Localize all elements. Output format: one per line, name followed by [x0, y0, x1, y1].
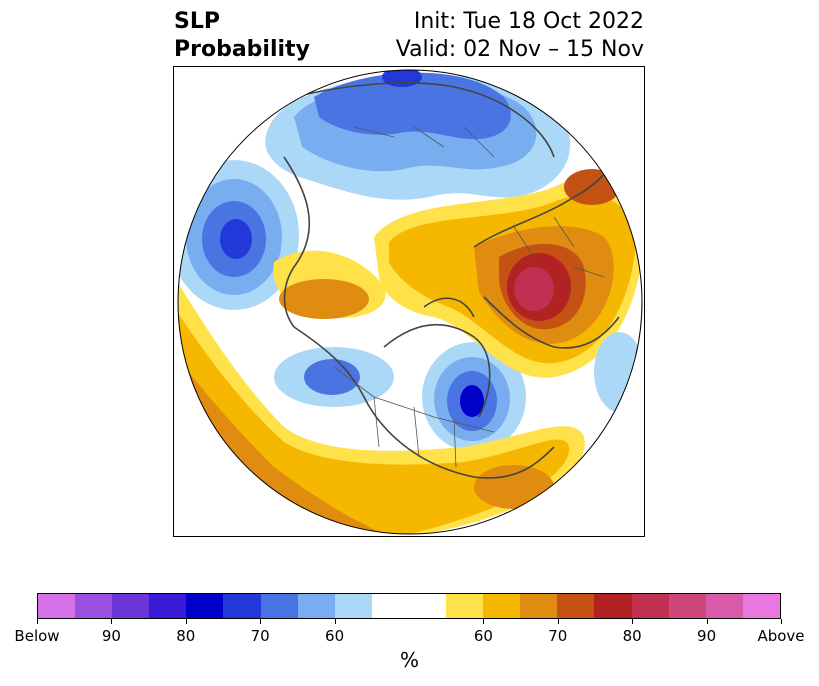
colorbar-segment: [297, 594, 335, 618]
below-region-hudson-core: [460, 385, 484, 417]
map-dates: Init: Tue 18 Oct 2022 Valid: 02 Nov – 15…: [396, 8, 644, 64]
colorbar-segment: [705, 594, 743, 618]
coast-alaska: [283, 156, 310, 328]
above-region-atlantic-south: [474, 465, 554, 509]
valid-range: Valid: 02 Nov – 15 Nov: [395, 37, 644, 62]
below-region-pacific-core: [220, 219, 252, 259]
colorbar-tick-label: 70: [250, 627, 270, 645]
colorbar-segment: [149, 594, 187, 618]
colorbar-segment: [223, 594, 261, 618]
coast-europe-south: [483, 296, 620, 349]
coast-arctic: [293, 82, 555, 158]
colorbar-tickmark: [706, 619, 708, 624]
colorbar-segment: [334, 594, 372, 618]
map-title: SLP Probability: [174, 8, 310, 64]
borders-asia: [353, 126, 495, 158]
colorbar-tickmark: [185, 619, 187, 624]
colorbar-tickmark: [111, 619, 113, 624]
above-region-europe-peak: [514, 267, 554, 311]
probability-field: [178, 70, 642, 534]
borders-europe: [513, 216, 605, 278]
title-variable: SLP: [174, 9, 220, 34]
below-region-gulf-alaska-core: [304, 359, 360, 395]
colorbar-segment: [742, 594, 780, 618]
coastlines: [283, 82, 625, 479]
colorbar-tick-label: 60: [325, 627, 345, 645]
colorbar-segment: [38, 594, 76, 618]
colorbar-segment: [557, 594, 595, 618]
colorbar-segment: [520, 594, 558, 618]
colorbar-tick-label: 80: [176, 627, 196, 645]
colorbar-tickmark: [483, 619, 485, 624]
map-svg: [177, 69, 643, 535]
colorbar-segment: [371, 594, 447, 618]
colorbar-segment: [75, 594, 113, 618]
colorbar-segment: [483, 594, 521, 618]
colorbar: [37, 593, 781, 619]
above-region-atlantic: [279, 279, 369, 319]
below-region-east-atlantic: [594, 332, 642, 412]
colorbar-tick-label: 90: [697, 627, 717, 645]
title-field: Probability: [174, 37, 310, 62]
colorbar-tickmark: [260, 619, 262, 624]
political-borders: [333, 126, 605, 468]
colorbar-tickmark: [334, 619, 336, 624]
colorbar-segment: [631, 594, 669, 618]
colorbar-unit: %: [399, 648, 419, 672]
border-canada-us: [333, 366, 495, 433]
colorbar-tickmark: [557, 619, 559, 624]
borders-states: [373, 396, 457, 468]
init-date: Init: Tue 18 Oct 2022: [413, 9, 644, 34]
colorbar-tick-label: Above: [757, 627, 805, 645]
colorbar-tick-label: 80: [622, 627, 642, 645]
colorbar-segment: [668, 594, 706, 618]
colorbar-tick-label: 60: [473, 627, 493, 645]
coast-north-america: [293, 326, 555, 479]
map-boundary: [177, 69, 643, 535]
colorbar-tickmark: [632, 619, 634, 624]
colorbar-ticks: Below 90 80 70 60 60 70 80 90 Above: [14, 619, 805, 649]
colorbar-tickmark: [781, 619, 782, 624]
colorbar-tick-label: Below: [14, 627, 60, 645]
colorbar-segment: [594, 594, 632, 618]
colorbar-segment: [446, 594, 484, 618]
colorbar-segment: [260, 594, 298, 618]
colorbar-segment: [186, 594, 224, 618]
colorbar-tick-label: 90: [101, 627, 121, 645]
colorbar-segment: [112, 594, 150, 618]
coast-greenland: [423, 297, 475, 318]
below-region-arctic-peak: [382, 70, 422, 87]
coast-hudson-bay: [383, 323, 491, 418]
colorbar-tick-label: 70: [548, 627, 568, 645]
colorbar-tickmark: [37, 619, 38, 624]
probability-map: [173, 66, 645, 537]
